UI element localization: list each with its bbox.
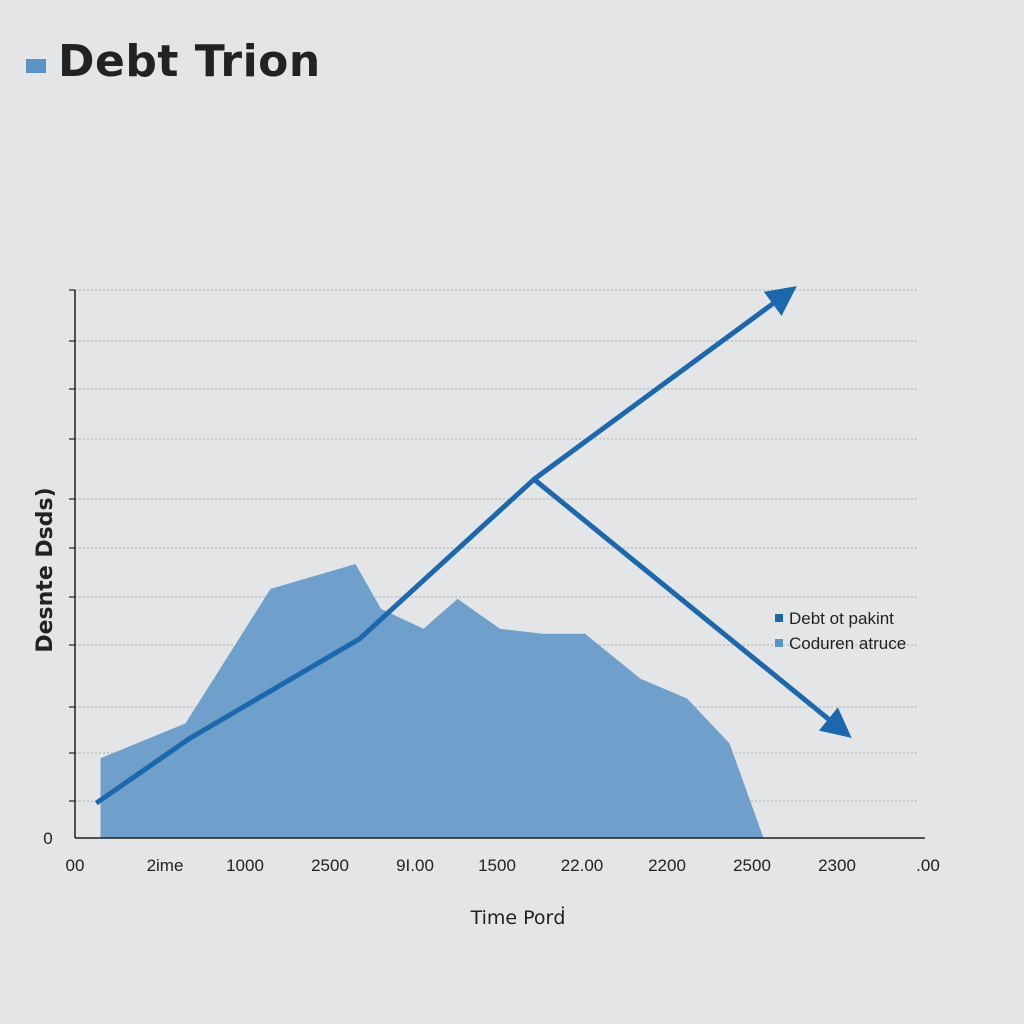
legend-swatch	[775, 639, 783, 647]
title-marker-icon	[26, 58, 46, 73]
falling-line-series	[532, 477, 852, 738]
x-tick-label: 2ime	[147, 856, 184, 875]
x-tick-label: 00	[66, 856, 85, 875]
x-tick-label: 2500	[311, 856, 349, 875]
area-series-fill	[100, 564, 819, 838]
x-tick-label: 1000	[226, 856, 264, 875]
line-series	[94, 286, 852, 806]
chart-title-block: Debt Trion	[26, 36, 321, 87]
legend-swatch	[775, 614, 783, 622]
x-tick-label: 2300	[818, 856, 856, 875]
x-tick-label: 1500	[478, 856, 516, 875]
chart-title: Debt Trion	[58, 36, 321, 87]
rising-line-series	[94, 286, 797, 806]
area-series	[100, 564, 819, 838]
x-tick-label: .00	[916, 856, 940, 875]
y-tick-label: 0	[43, 829, 52, 848]
axes: 000 2ime 1000 2500 9I.00 1500 22.00 2200 2500 230…	[43, 289, 940, 875]
x-tick-label: 22.00	[561, 856, 604, 875]
x-tick-label: 9I.00	[396, 856, 434, 875]
legend: Debt ot pakint Coduren atruce	[775, 609, 906, 653]
x-tick-label: 2200	[648, 856, 686, 875]
y-axis-label: Desnte Dsds)	[33, 487, 58, 652]
x-axis-label: Time Porḋ	[470, 905, 566, 929]
legend-label: Coduren atruce	[789, 634, 906, 653]
x-tick-label: 2500	[733, 856, 771, 875]
legend-label: Debt ot pakint	[789, 609, 894, 628]
